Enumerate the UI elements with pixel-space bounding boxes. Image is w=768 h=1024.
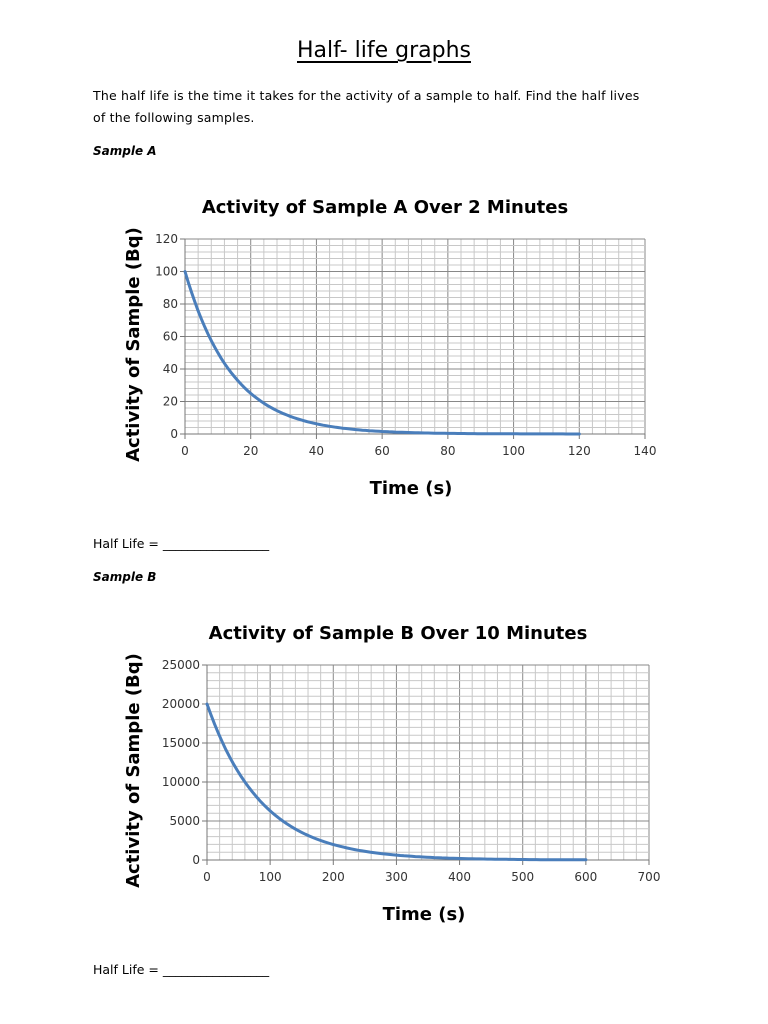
chart-title: Activity of Sample A Over 2 Minutes xyxy=(202,197,568,218)
y-axis-title: Activity of Sample (Bq) xyxy=(123,227,144,462)
y-tick-label: 20 xyxy=(163,395,178,409)
y-tick-label: 60 xyxy=(163,330,178,344)
x-tick-label: 100 xyxy=(502,444,525,458)
y-tick-label: 25000 xyxy=(162,658,200,672)
sample-a-label: Sample A xyxy=(93,144,157,158)
x-tick-label: 300 xyxy=(385,870,408,884)
intro-text-line-1: The half life is the time it takes for t… xyxy=(93,88,640,103)
chart-title: Activity of Sample B Over 10 Minutes xyxy=(209,623,588,644)
intro-text-line-2: of the following samples. xyxy=(93,110,255,125)
x-tick-label: 140 xyxy=(634,444,657,458)
y-tick-label: 10000 xyxy=(162,775,200,789)
x-tick-label: 0 xyxy=(203,870,211,884)
sample-b-label: Sample B xyxy=(93,570,157,584)
x-tick-label: 80 xyxy=(440,444,455,458)
y-tick-label: 20000 xyxy=(162,697,200,711)
y-axis-title: Activity of Sample (Bq) xyxy=(123,653,144,888)
x-tick-label: 100 xyxy=(259,870,282,884)
series-line-sample-b xyxy=(205,702,588,862)
x-tick-label: 60 xyxy=(375,444,390,458)
x-tick-label: 200 xyxy=(322,870,345,884)
page-title: Half- life graphs xyxy=(297,38,471,63)
sample-a-half-life-field[interactable]: Half Life = _________________ xyxy=(93,536,270,551)
x-tick-label: 600 xyxy=(574,870,597,884)
x-tick-label: 20 xyxy=(243,444,258,458)
y-tick-label: 40 xyxy=(163,362,178,376)
y-tick-label: 15000 xyxy=(162,736,200,750)
x-axis-title: Time (s) xyxy=(370,478,453,499)
x-axis-title: Time (s) xyxy=(383,904,466,925)
x-tick-label: 0 xyxy=(181,444,189,458)
sample-b-half-life-field[interactable]: Half Life = _________________ xyxy=(93,962,270,977)
sample-a-chart: 0 20 40 60 80 100 120 140 0 20 40 60 80 100 120 Activit… xyxy=(123,197,657,499)
x-tick-label: 400 xyxy=(448,870,471,884)
y-tick-label: 0 xyxy=(192,853,200,867)
series-line-sample-a xyxy=(183,270,581,436)
x-tick-label: 500 xyxy=(511,870,534,884)
x-tick-label: 700 xyxy=(638,870,661,884)
x-tick-label: 120 xyxy=(568,444,591,458)
y-tick-label: 5000 xyxy=(169,814,200,828)
y-tick-label: 0 xyxy=(170,427,178,441)
y-tick-label: 100 xyxy=(155,265,178,279)
y-tick-label: 80 xyxy=(163,297,178,311)
plot-area xyxy=(207,665,649,860)
x-tick-label: 40 xyxy=(309,444,324,458)
y-tick-label: 120 xyxy=(155,232,178,246)
